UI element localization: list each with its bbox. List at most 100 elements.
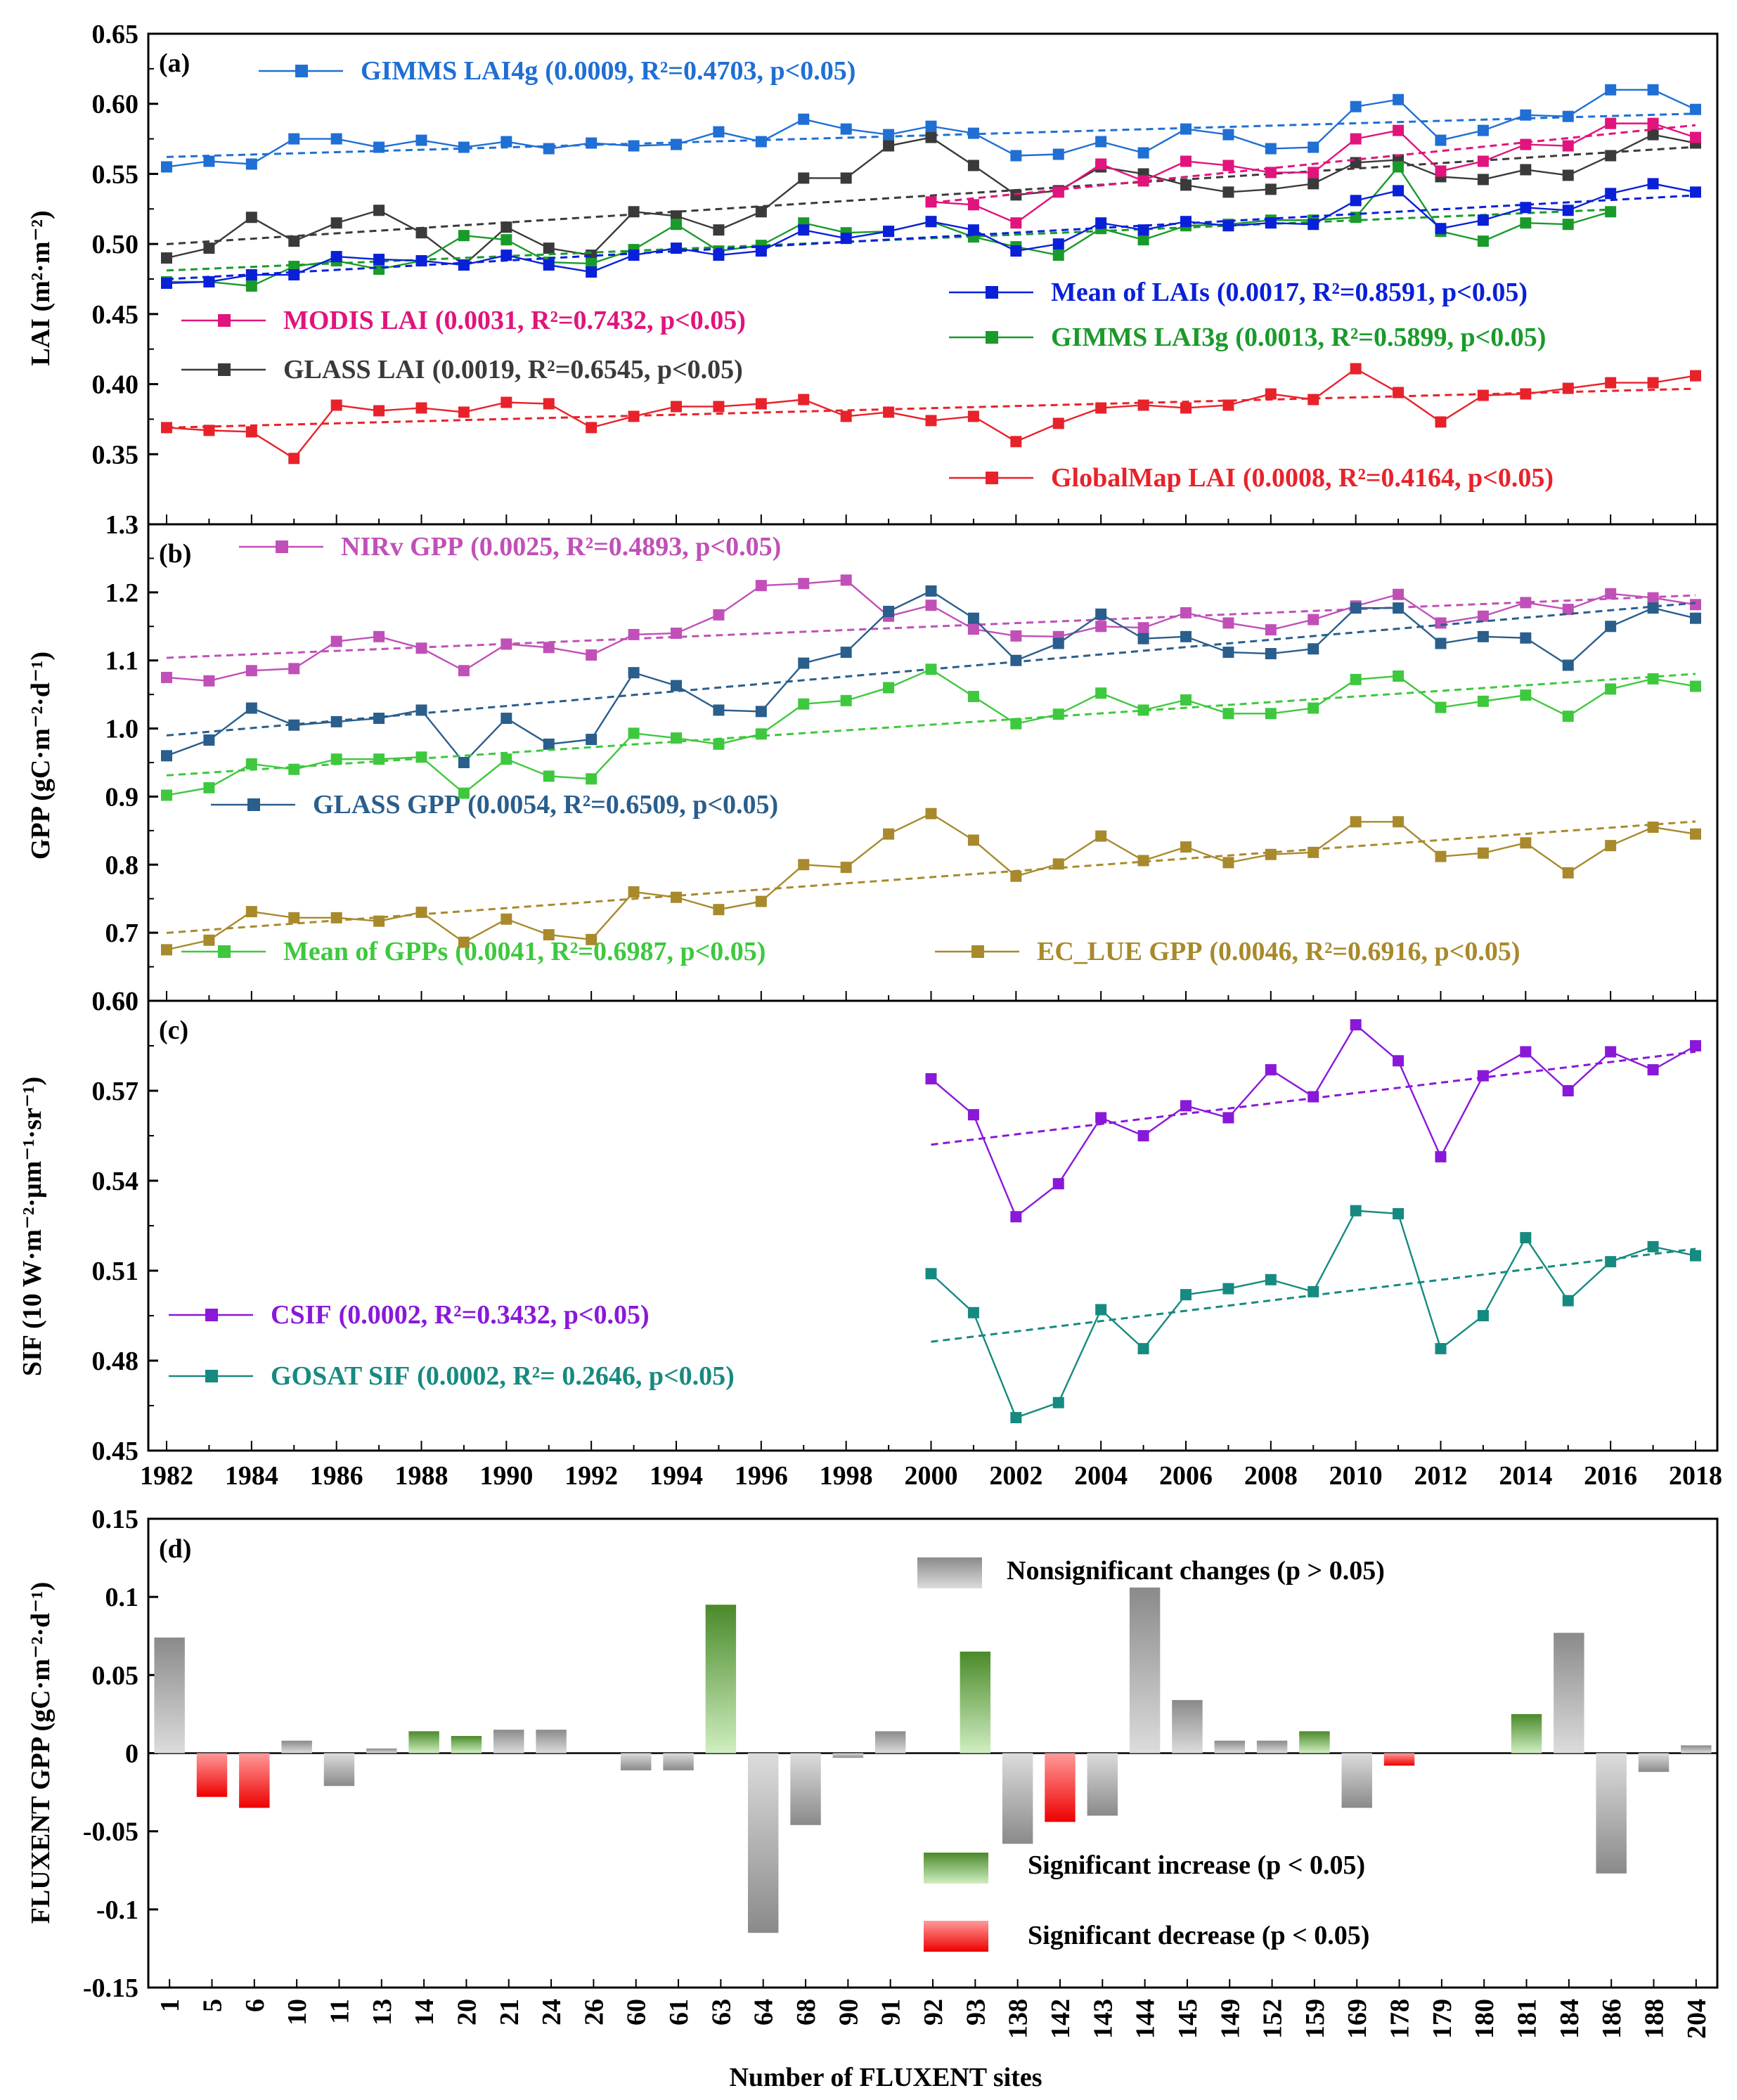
bar-site-14: [408, 1731, 439, 1754]
data-point: [1520, 597, 1532, 609]
data-point: [925, 196, 937, 208]
data-point: [1393, 387, 1405, 398]
legend-swatch-marker: [218, 945, 231, 958]
legend-swatch-marker: [218, 363, 231, 376]
data-point: [1562, 169, 1574, 181]
data-point: [1052, 1178, 1064, 1190]
legend-swatch: [924, 1853, 988, 1884]
data-point: [1180, 216, 1192, 228]
data-point: [840, 694, 852, 706]
data-point: [1435, 617, 1447, 629]
data-point: [1647, 602, 1659, 614]
data-point: [1647, 84, 1659, 96]
y-tick-label: 0.57: [92, 1077, 139, 1106]
bar-site-178: [1383, 1753, 1415, 1766]
data-point: [1690, 680, 1701, 692]
data-point: [1307, 219, 1319, 231]
data-point: [1222, 220, 1234, 232]
data-point: [288, 453, 300, 465]
data-point: [1562, 140, 1574, 152]
data-point: [288, 719, 300, 731]
data-point: [501, 396, 512, 408]
data-point: [1010, 630, 1022, 642]
data-point: [1137, 1130, 1149, 1141]
y-tick-label: 0.60: [92, 987, 139, 1016]
data-point: [543, 398, 555, 410]
bar-site-138: [1002, 1753, 1033, 1844]
data-point: [1222, 399, 1234, 411]
x-tick-label: 186: [1597, 1999, 1627, 2039]
bar-site-186: [1596, 1753, 1627, 1874]
data-point: [1180, 155, 1192, 167]
data-point: [1052, 148, 1064, 160]
data-point: [925, 216, 937, 228]
data-point: [1307, 141, 1319, 153]
data-point: [1562, 110, 1574, 122]
data-point: [1307, 702, 1319, 714]
data-point: [288, 663, 300, 675]
data-point: [1222, 160, 1234, 171]
legend-series-stats: (0.0054, R²=0.6509, p<0.05): [467, 790, 778, 819]
x-tick-label: 13: [368, 1999, 397, 2026]
data-point: [1010, 245, 1022, 257]
data-point: [586, 137, 598, 149]
legend-swatch-marker: [247, 798, 260, 811]
x-tick-label: 145: [1173, 1999, 1203, 2039]
data-point: [671, 138, 682, 150]
data-point: [883, 129, 895, 141]
data-point: [1605, 1256, 1617, 1268]
panel-a-label: (a): [159, 48, 190, 78]
trend-line: [166, 820, 1696, 934]
data-point: [501, 136, 512, 148]
data-point: [415, 907, 427, 919]
data-point: [1052, 238, 1064, 250]
data-point: [161, 277, 172, 289]
data-point: [1647, 1064, 1659, 1076]
x-tick-label: 1994: [650, 1461, 703, 1491]
data-point: [1095, 402, 1107, 414]
data-point: [1222, 647, 1234, 659]
data-point: [543, 770, 555, 782]
bar-site-60: [621, 1753, 652, 1770]
data-point: [1647, 178, 1659, 190]
data-point: [1222, 708, 1234, 720]
data-point: [967, 691, 979, 703]
data-point: [1477, 235, 1489, 247]
data-point: [1010, 217, 1022, 229]
data-point: [1520, 388, 1532, 400]
panel-b-ylabel: GPP (gC·m⁻²·d⁻¹): [26, 652, 56, 860]
data-point: [543, 738, 555, 750]
data-point: [798, 172, 810, 184]
data-point: [245, 158, 257, 170]
legend-series-name: Mean of LAIs: [1051, 278, 1210, 307]
data-point: [330, 217, 342, 229]
data-point: [288, 235, 300, 247]
x-tick-label: 90: [834, 1999, 863, 2026]
bar-site-61: [663, 1753, 694, 1770]
data-point: [458, 406, 470, 418]
data-point: [840, 410, 852, 422]
data-point: [1052, 1396, 1064, 1408]
data-point: [713, 609, 725, 621]
data-point: [586, 933, 598, 945]
bar-site-90: [832, 1753, 864, 1758]
bar-site-142: [1045, 1753, 1076, 1822]
bar-site-10: [281, 1740, 312, 1754]
legend-series-name: NIRv GPP: [341, 532, 463, 562]
x-tick-label: 180: [1470, 1999, 1499, 2039]
data-point: [1095, 621, 1107, 633]
x-tick-label: 11: [325, 1999, 354, 2024]
data-point: [1520, 837, 1532, 849]
data-point: [203, 242, 215, 254]
data-point: [628, 727, 640, 739]
data-point: [543, 929, 555, 941]
legend-swatch-marker: [986, 331, 998, 344]
legend-series-stats: (0.0025, R²=0.4893, p<0.05): [470, 532, 781, 562]
data-point: [245, 758, 257, 770]
y-tick-label: 1.0: [105, 715, 139, 744]
data-point: [543, 259, 555, 271]
data-point: [967, 834, 979, 846]
data-point: [755, 206, 767, 218]
data-point: [586, 649, 598, 661]
data-point: [161, 671, 172, 683]
